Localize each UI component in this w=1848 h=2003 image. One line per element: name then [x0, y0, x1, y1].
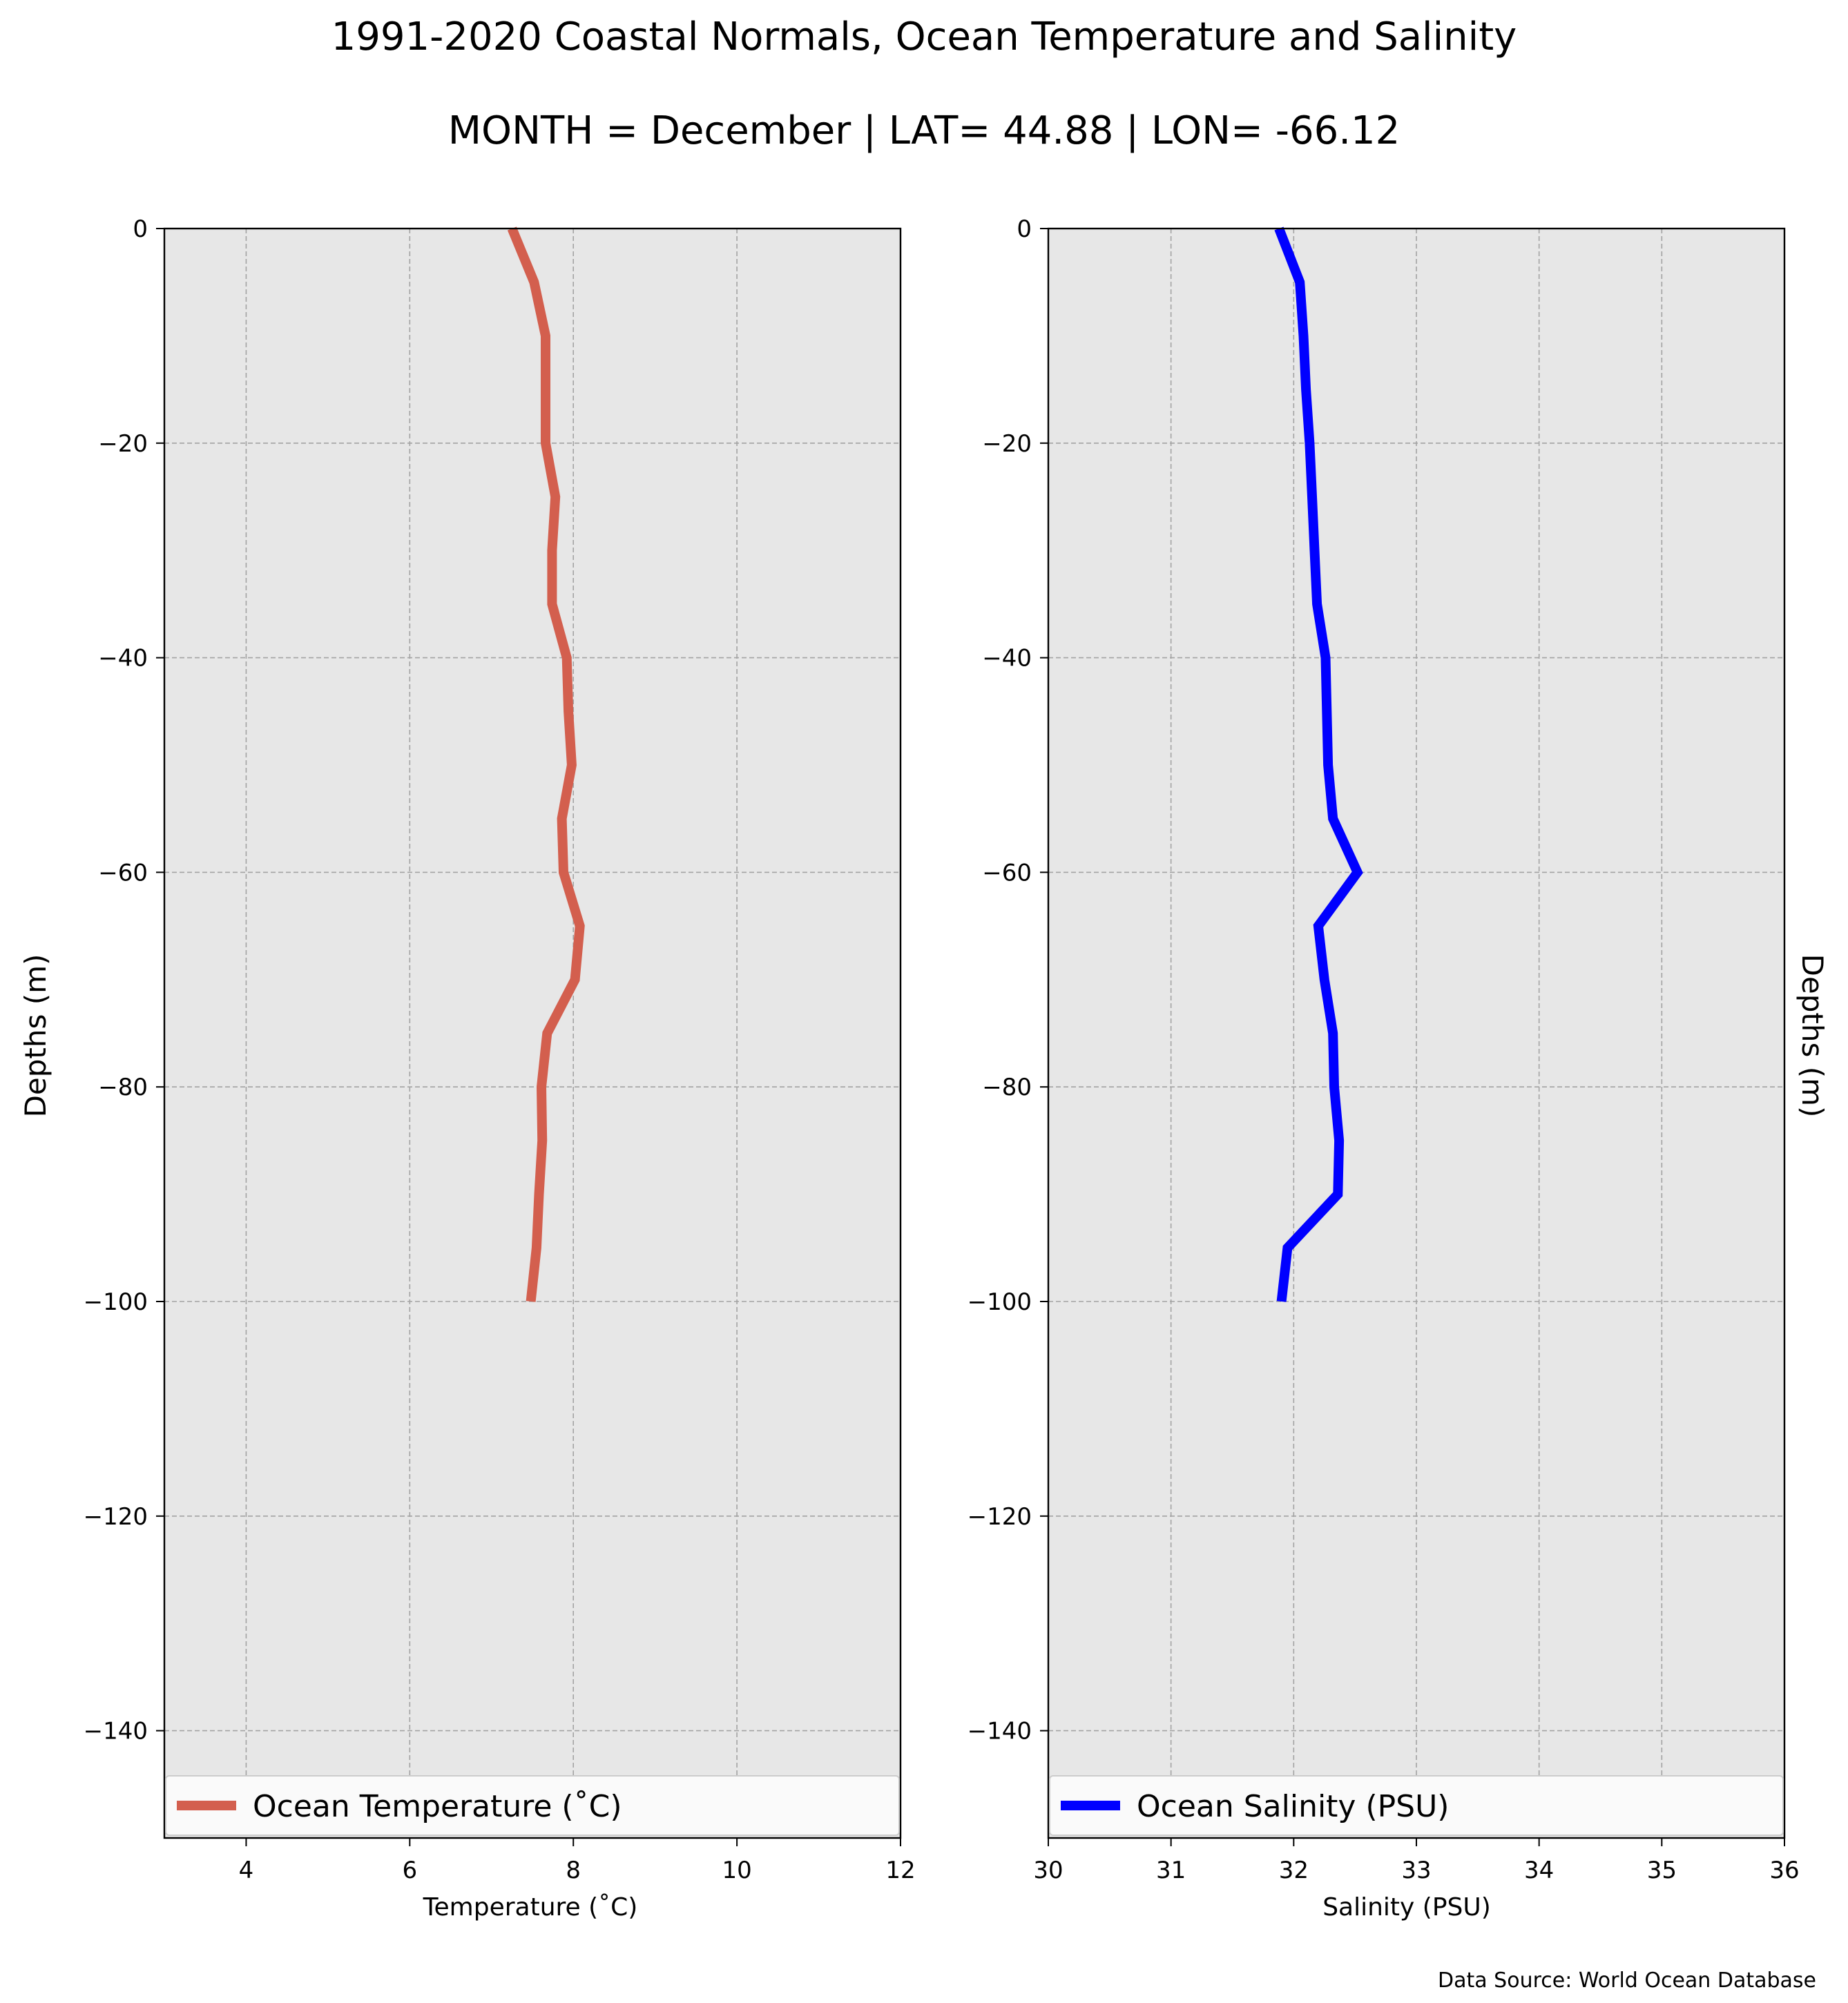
temperature-legend-box [165, 1775, 900, 1836]
salinity-series-line [1274, 226, 1363, 1302]
temperature-y-tick-label: −60 [98, 859, 148, 887]
salinity-legend-box [1049, 1775, 1784, 1836]
temperature-x-tick-label: 10 [722, 1857, 751, 1884]
salinity-x-tick-label: 31 [1156, 1857, 1186, 1884]
temperature-x-tick-label: 4 [239, 1857, 254, 1884]
temperature-panel: 0 −20 −40 −60 −80 −100 −120 −140 4 6 8 10 12 Ocean Te… [84, 215, 916, 1884]
salinity-legend-label: Ocean Salinity (PSU) [1137, 1789, 1449, 1824]
temperature-x-tick-label: 12 [885, 1857, 915, 1884]
salinity-y-tick-label: −20 [982, 430, 1032, 458]
figure-subtitle: MONTH = December | LAT= 44.88 | LON= -66… [448, 108, 1401, 153]
salinity-x-tick-label: 30 [1033, 1857, 1063, 1884]
figure-title: 1991-2020 Coastal Normals, Ocean Tempera… [331, 14, 1517, 59]
salinity-panel: 0 −20 −40 −60 −80 −100 −120 −140 30 31 32 33 34 35 36 O… [968, 215, 1800, 1884]
salinity-y-tick-label: −140 [968, 1718, 1032, 1745]
salinity-y-tick-label: −40 [982, 645, 1032, 672]
temperature-legend-label: Ocean Temperature (˚C) [253, 1789, 622, 1824]
temperature-y-tick-label: −40 [98, 645, 148, 672]
temperature-y-tick-label: 0 [133, 215, 148, 243]
right-y-axis-label: Depths (m) [1796, 954, 1829, 1118]
temperature-y-tick-label: −80 [98, 1074, 148, 1101]
left-y-axis-label: Depths (m) [19, 954, 52, 1118]
data-source-note: Data Source: World Ocean Database [1438, 1968, 1816, 1993]
salinity-y-tick-label: −60 [982, 859, 1032, 887]
temperature-plot-area [164, 229, 901, 1838]
salinity-x-tick-label: 33 [1401, 1857, 1431, 1884]
temperature-y-tick-label: −120 [84, 1503, 148, 1531]
temperature-y-tick-label: −20 [98, 430, 148, 458]
temperature-x-axis-label: Temperature (˚C) [423, 1893, 638, 1922]
salinity-y-tick-label: −100 [968, 1288, 1032, 1316]
salinity-y-tick-label: −80 [982, 1074, 1032, 1101]
salinity-y-tick-label: 0 [1017, 215, 1032, 243]
temperature-y-tick-label: −140 [84, 1718, 148, 1745]
salinity-x-tick-label: 34 [1524, 1857, 1554, 1884]
temperature-y-tick-label: −100 [84, 1288, 148, 1316]
temperature-x-tick-label: 6 [403, 1857, 418, 1884]
temperature-series-line [507, 226, 585, 1302]
salinity-y-tick-label: −120 [968, 1503, 1032, 1531]
salinity-x-tick-label: 35 [1647, 1857, 1677, 1884]
salinity-x-tick-label: 32 [1279, 1857, 1309, 1884]
salinity-x-tick-label: 36 [1769, 1857, 1799, 1884]
temperature-axes-frame [163, 227, 902, 1839]
salinity-x-axis-label: Salinity (PSU) [1322, 1893, 1491, 1922]
temperature-x-tick-label: 8 [566, 1857, 581, 1884]
